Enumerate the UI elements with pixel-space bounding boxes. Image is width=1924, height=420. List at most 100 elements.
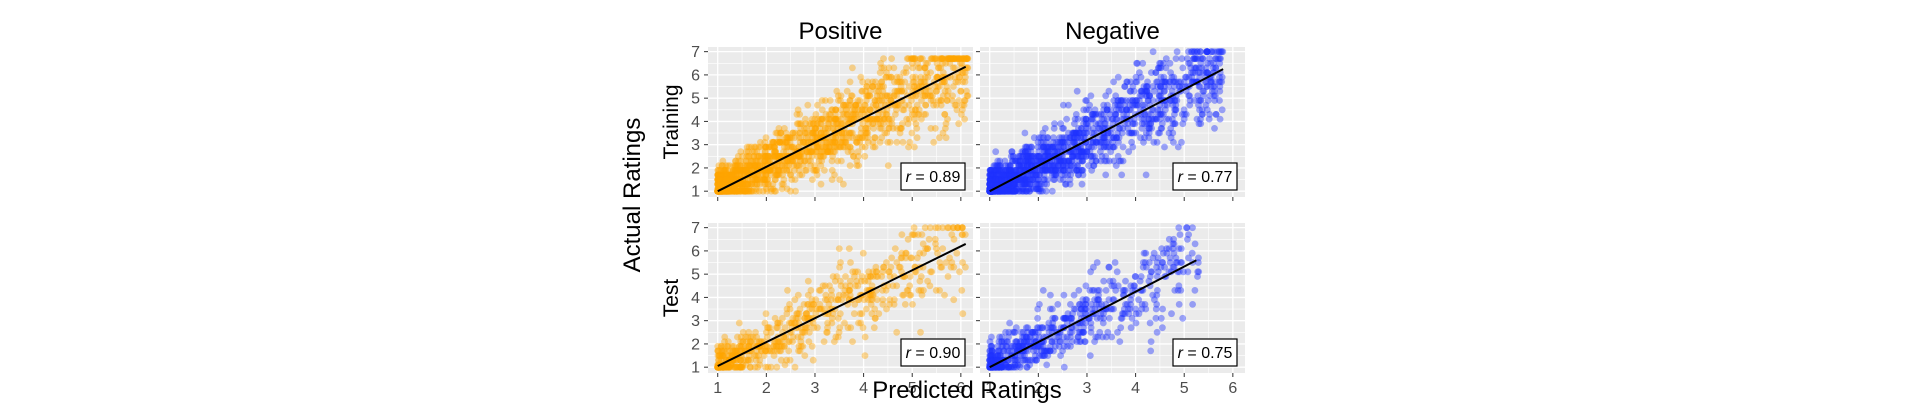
scatter-point [957, 59, 964, 67]
scatter-point [811, 124, 819, 132]
scatter-point [939, 224, 947, 232]
scatter-point [792, 187, 799, 195]
scatter-point [939, 245, 947, 253]
scatter-point [788, 134, 795, 142]
scatter-point [936, 83, 943, 90]
scatter-point [1212, 111, 1220, 118]
scatter-point [1175, 282, 1183, 290]
scatter-point [1057, 352, 1064, 359]
scatter-point [949, 55, 956, 62]
scatter-point [798, 328, 806, 336]
scatter-point [1100, 277, 1108, 285]
scatter-point [1159, 324, 1166, 332]
scatter-point [944, 87, 952, 95]
scatter-point [714, 171, 722, 179]
scatter-point [878, 97, 886, 104]
scatter-point [835, 245, 843, 253]
scatter-point [774, 152, 782, 160]
scatter-point [893, 138, 901, 146]
scatter-point [861, 152, 869, 160]
scatter-point [883, 92, 891, 100]
scatter-point [783, 185, 791, 193]
scatter-point [939, 55, 947, 62]
scatter-point [716, 176, 723, 184]
scatter-point [904, 120, 912, 128]
scatter-point [833, 143, 841, 151]
scatter-point [714, 180, 722, 188]
scatter-point [921, 64, 928, 72]
scatter-point [893, 78, 901, 86]
scatter-point [963, 55, 971, 62]
scatter-point [808, 342, 816, 350]
x-tick-label: 5 [1180, 380, 1189, 397]
scatter-point [896, 87, 903, 95]
scatter-point [931, 55, 939, 62]
scatter-point [724, 162, 732, 170]
scatter-point [928, 268, 936, 276]
scatter-point [847, 143, 854, 151]
scatter-point [1073, 152, 1080, 160]
scatter-point [1113, 268, 1121, 276]
x-tick-label: 4 [859, 380, 868, 397]
scatter-point [815, 143, 823, 151]
scatter-point [950, 235, 958, 243]
scatter-point [1144, 78, 1151, 86]
scatter-point [781, 361, 789, 369]
scatter-point [1110, 97, 1118, 104]
scatter-point [770, 152, 777, 160]
scatter-point [791, 363, 799, 371]
scatter-point [823, 328, 830, 336]
scatter-point [898, 254, 906, 262]
scatter-point [1109, 143, 1117, 151]
scatter-point [961, 97, 969, 104]
scatter-point [918, 291, 926, 299]
scatter-point [1098, 301, 1105, 308]
scatter-point [1177, 78, 1184, 86]
scatter-point [1056, 338, 1064, 345]
scatter-point [1046, 347, 1054, 355]
scatter-point [1211, 124, 1218, 132]
scatter-point [808, 148, 816, 156]
scatter-point [736, 180, 743, 188]
scatter-point [1117, 324, 1125, 332]
scatter-point [885, 268, 893, 276]
scatter-point [959, 259, 966, 266]
scatter-point [1180, 268, 1187, 276]
scatter-point [728, 185, 736, 193]
scatter-point [1186, 101, 1194, 109]
scatter-point [945, 55, 953, 62]
scatter-point [786, 301, 793, 308]
scatter-point [1147, 338, 1155, 345]
scatter-point [1020, 333, 1028, 341]
scatter-point [876, 92, 884, 100]
scatter-point [802, 166, 809, 174]
scatter-point [775, 152, 783, 160]
scatter-point [1126, 305, 1134, 313]
scatter-point [1135, 310, 1143, 318]
scatter-point [779, 171, 786, 179]
scatter-point [1149, 254, 1157, 262]
scatter-point [917, 273, 925, 280]
scatter-point [1185, 254, 1192, 262]
scatter-point [842, 291, 850, 299]
scatter-point [731, 187, 738, 195]
scatter-point [823, 115, 830, 123]
scatter-point [1119, 106, 1126, 114]
scatter-point [1166, 78, 1174, 86]
scatter-point [761, 152, 768, 160]
scatter-point [921, 78, 929, 86]
scatter-point [730, 187, 738, 195]
scatter-point [1026, 333, 1034, 341]
scatter-point [934, 64, 942, 72]
scatter-point [1152, 305, 1160, 313]
scatter-point [936, 134, 943, 142]
correlation-value: = 0.89 [911, 169, 960, 186]
scatter-point [959, 231, 966, 239]
scatter-point [1203, 106, 1211, 114]
scatter-point [846, 97, 854, 104]
scatter-point [714, 180, 722, 188]
scatter-point [925, 235, 933, 243]
scatter-point [893, 87, 901, 95]
